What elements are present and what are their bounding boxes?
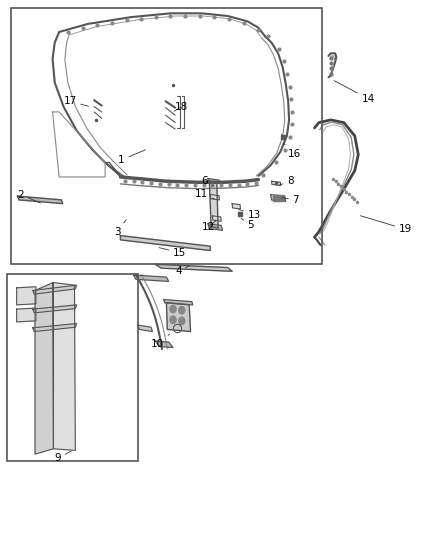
Text: 16: 16 xyxy=(283,143,301,158)
Polygon shape xyxy=(33,305,77,313)
Polygon shape xyxy=(208,179,220,183)
Circle shape xyxy=(170,316,176,324)
Text: 17: 17 xyxy=(64,96,88,106)
Text: 19: 19 xyxy=(360,216,412,234)
Text: 14: 14 xyxy=(334,80,374,103)
Text: 8: 8 xyxy=(279,176,293,186)
Text: 13: 13 xyxy=(239,209,261,220)
Polygon shape xyxy=(35,282,53,454)
Text: 7: 7 xyxy=(282,196,299,205)
Polygon shape xyxy=(166,303,191,332)
Polygon shape xyxy=(18,196,63,204)
Text: 1: 1 xyxy=(118,150,145,165)
Polygon shape xyxy=(138,325,152,332)
Circle shape xyxy=(179,317,185,325)
Polygon shape xyxy=(208,224,223,230)
Polygon shape xyxy=(33,285,77,294)
Polygon shape xyxy=(209,181,218,228)
Text: 9: 9 xyxy=(55,451,71,463)
Polygon shape xyxy=(155,341,173,348)
Polygon shape xyxy=(53,282,75,450)
Polygon shape xyxy=(155,264,232,271)
Polygon shape xyxy=(105,163,125,177)
Text: 15: 15 xyxy=(159,248,186,257)
Polygon shape xyxy=(232,204,240,209)
Text: 4: 4 xyxy=(175,266,189,276)
Polygon shape xyxy=(212,216,221,221)
Polygon shape xyxy=(33,324,77,332)
Polygon shape xyxy=(17,287,36,305)
Text: 3: 3 xyxy=(114,220,126,237)
Bar xyxy=(11,8,322,264)
Text: 5: 5 xyxy=(241,219,254,230)
Text: 6: 6 xyxy=(201,176,213,186)
Circle shape xyxy=(170,305,176,313)
Text: 2: 2 xyxy=(18,190,40,203)
Polygon shape xyxy=(164,300,193,305)
Polygon shape xyxy=(134,275,169,281)
Polygon shape xyxy=(272,181,281,185)
Polygon shape xyxy=(17,308,36,322)
Text: 12: 12 xyxy=(201,221,216,232)
Text: 11: 11 xyxy=(195,189,214,199)
Bar xyxy=(7,274,138,461)
Polygon shape xyxy=(271,195,286,201)
Polygon shape xyxy=(120,236,210,251)
Circle shape xyxy=(179,306,185,314)
Polygon shape xyxy=(210,195,219,200)
Text: 10: 10 xyxy=(151,334,170,349)
Text: 18: 18 xyxy=(174,102,188,111)
